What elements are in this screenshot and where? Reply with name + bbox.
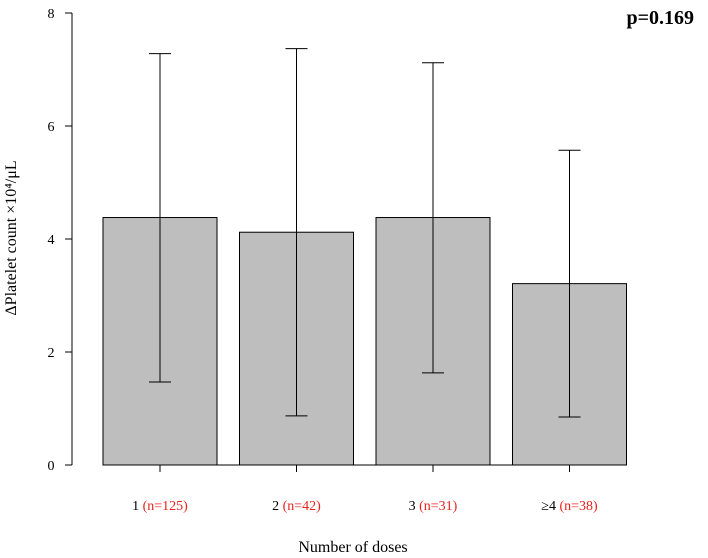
x-sample-size-label: (n=42) (283, 499, 322, 514)
y-tick-label: 0 (48, 459, 55, 474)
x-tick-label: 1 (n=125) (132, 499, 188, 514)
y-axis: 0 2 4 6 8 (48, 7, 73, 474)
y-tick-label: 2 (48, 346, 55, 361)
bars-group (102, 217, 627, 466)
p-value-annotation: p=0.169 (626, 7, 694, 29)
y-tick-label: 6 (48, 120, 55, 135)
x-sample-size-label: (n=38) (559, 499, 598, 514)
error-bars-group (149, 48, 581, 418)
x-category-label: ≥4 (541, 499, 559, 514)
x-axis: 1 (n=125) 2 (n=42) 3 (n=31) ≥4 (n=38) (132, 464, 598, 514)
x-category-label: 1 (132, 499, 143, 514)
x-axis-title: Number of doses (298, 539, 407, 556)
y-tick-label: 8 (48, 7, 55, 22)
x-category-label: 3 (409, 499, 420, 514)
x-tick-label: 3 (n=31) (409, 499, 458, 514)
x-tick-label: ≥4 (n=38) (541, 499, 598, 514)
x-sample-size-label: (n=125) (143, 499, 189, 514)
y-axis-title: ΔPlatelet count ×10⁴/μL (3, 160, 20, 315)
x-category-label: 2 (272, 499, 283, 514)
y-tick-label: 4 (48, 233, 55, 248)
x-sample-size-label: (n=31) (419, 499, 458, 514)
x-tick-label: 2 (n=42) (272, 499, 321, 514)
